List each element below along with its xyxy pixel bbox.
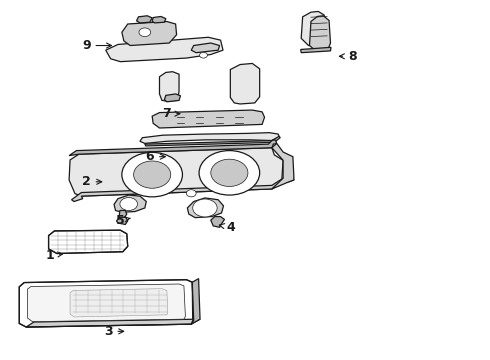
Polygon shape — [117, 217, 128, 225]
Text: 5: 5 — [116, 214, 130, 227]
Circle shape — [122, 152, 182, 197]
Text: 8: 8 — [340, 50, 357, 63]
Circle shape — [186, 190, 196, 197]
Circle shape — [199, 52, 207, 58]
Polygon shape — [230, 63, 260, 104]
Polygon shape — [106, 37, 223, 62]
Text: 9: 9 — [82, 39, 112, 52]
Polygon shape — [19, 280, 194, 327]
Polygon shape — [27, 284, 185, 321]
Polygon shape — [211, 217, 224, 227]
Polygon shape — [301, 12, 326, 45]
Polygon shape — [137, 16, 152, 23]
Circle shape — [134, 161, 171, 188]
Polygon shape — [26, 319, 200, 327]
Polygon shape — [64, 231, 109, 247]
Polygon shape — [164, 94, 180, 102]
Text: 6: 6 — [146, 150, 165, 163]
Polygon shape — [114, 195, 147, 212]
Polygon shape — [70, 289, 168, 317]
Polygon shape — [191, 43, 220, 53]
Text: 2: 2 — [82, 175, 102, 188]
Text: 1: 1 — [45, 249, 63, 262]
Circle shape — [193, 199, 217, 217]
Polygon shape — [301, 47, 331, 53]
Polygon shape — [152, 17, 166, 23]
Polygon shape — [49, 230, 128, 253]
Circle shape — [199, 150, 260, 195]
Circle shape — [211, 159, 248, 186]
Polygon shape — [119, 211, 127, 219]
Polygon shape — [140, 133, 279, 143]
Polygon shape — [187, 198, 223, 218]
Circle shape — [139, 28, 151, 37]
Polygon shape — [152, 110, 265, 128]
Polygon shape — [272, 143, 294, 189]
Polygon shape — [145, 136, 280, 146]
Polygon shape — [122, 22, 176, 45]
Text: 4: 4 — [220, 221, 235, 234]
Polygon shape — [69, 148, 283, 196]
Polygon shape — [191, 279, 200, 324]
Polygon shape — [310, 16, 331, 51]
Polygon shape — [69, 140, 277, 156]
Text: 7: 7 — [163, 107, 180, 120]
Circle shape — [120, 198, 138, 211]
Text: 3: 3 — [104, 325, 123, 338]
Polygon shape — [159, 72, 179, 101]
Polygon shape — [72, 176, 294, 202]
